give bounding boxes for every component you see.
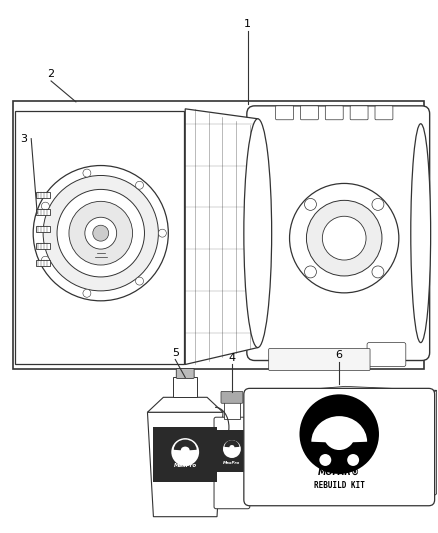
Circle shape <box>83 169 91 177</box>
Circle shape <box>57 189 145 277</box>
FancyBboxPatch shape <box>216 430 248 472</box>
Ellipse shape <box>244 119 272 348</box>
FancyBboxPatch shape <box>36 226 50 232</box>
Circle shape <box>171 438 199 466</box>
Circle shape <box>347 454 359 466</box>
Circle shape <box>42 256 49 264</box>
Circle shape <box>135 277 144 285</box>
Text: 3: 3 <box>20 134 27 144</box>
FancyBboxPatch shape <box>15 111 184 365</box>
FancyBboxPatch shape <box>13 101 424 369</box>
Polygon shape <box>148 397 223 412</box>
FancyBboxPatch shape <box>247 106 430 360</box>
FancyBboxPatch shape <box>276 106 293 120</box>
FancyBboxPatch shape <box>244 389 434 506</box>
Text: 5: 5 <box>172 348 179 358</box>
FancyBboxPatch shape <box>300 106 318 120</box>
Circle shape <box>322 216 366 260</box>
Ellipse shape <box>411 124 431 343</box>
FancyBboxPatch shape <box>36 243 50 249</box>
Text: 4: 4 <box>228 352 236 362</box>
FancyBboxPatch shape <box>268 349 370 370</box>
Circle shape <box>93 225 109 241</box>
FancyBboxPatch shape <box>153 427 217 482</box>
Circle shape <box>307 200 382 276</box>
Text: 2: 2 <box>47 69 55 79</box>
FancyBboxPatch shape <box>375 106 393 120</box>
Circle shape <box>83 289 91 297</box>
FancyBboxPatch shape <box>224 401 240 419</box>
Circle shape <box>372 198 384 211</box>
FancyBboxPatch shape <box>36 260 50 266</box>
Circle shape <box>300 394 379 474</box>
Circle shape <box>304 266 316 278</box>
Circle shape <box>290 183 399 293</box>
Circle shape <box>85 217 117 249</box>
FancyBboxPatch shape <box>36 192 50 198</box>
Circle shape <box>323 418 355 450</box>
Text: MOPAR®: MOPAR® <box>318 467 360 477</box>
FancyBboxPatch shape <box>173 377 197 397</box>
Circle shape <box>223 440 241 458</box>
Text: MaxPro: MaxPro <box>223 461 240 465</box>
Circle shape <box>304 198 316 211</box>
Polygon shape <box>185 109 258 365</box>
Circle shape <box>42 202 49 210</box>
Circle shape <box>69 201 133 265</box>
Circle shape <box>372 266 384 278</box>
Circle shape <box>135 181 144 189</box>
Text: 1: 1 <box>244 19 251 29</box>
Text: MaxPro: MaxPro <box>173 464 197 469</box>
Polygon shape <box>429 390 437 500</box>
FancyBboxPatch shape <box>36 209 50 215</box>
Circle shape <box>43 175 159 291</box>
Circle shape <box>319 454 331 466</box>
Circle shape <box>33 166 168 301</box>
FancyBboxPatch shape <box>325 106 343 120</box>
FancyBboxPatch shape <box>367 343 406 367</box>
FancyBboxPatch shape <box>176 368 194 378</box>
Circle shape <box>159 229 166 237</box>
Text: REBUILD KIT: REBUILD KIT <box>314 481 365 490</box>
FancyBboxPatch shape <box>350 106 368 120</box>
FancyBboxPatch shape <box>214 417 250 508</box>
FancyBboxPatch shape <box>221 391 243 403</box>
Polygon shape <box>250 386 437 394</box>
Polygon shape <box>148 412 223 516</box>
Text: 6: 6 <box>336 350 343 360</box>
